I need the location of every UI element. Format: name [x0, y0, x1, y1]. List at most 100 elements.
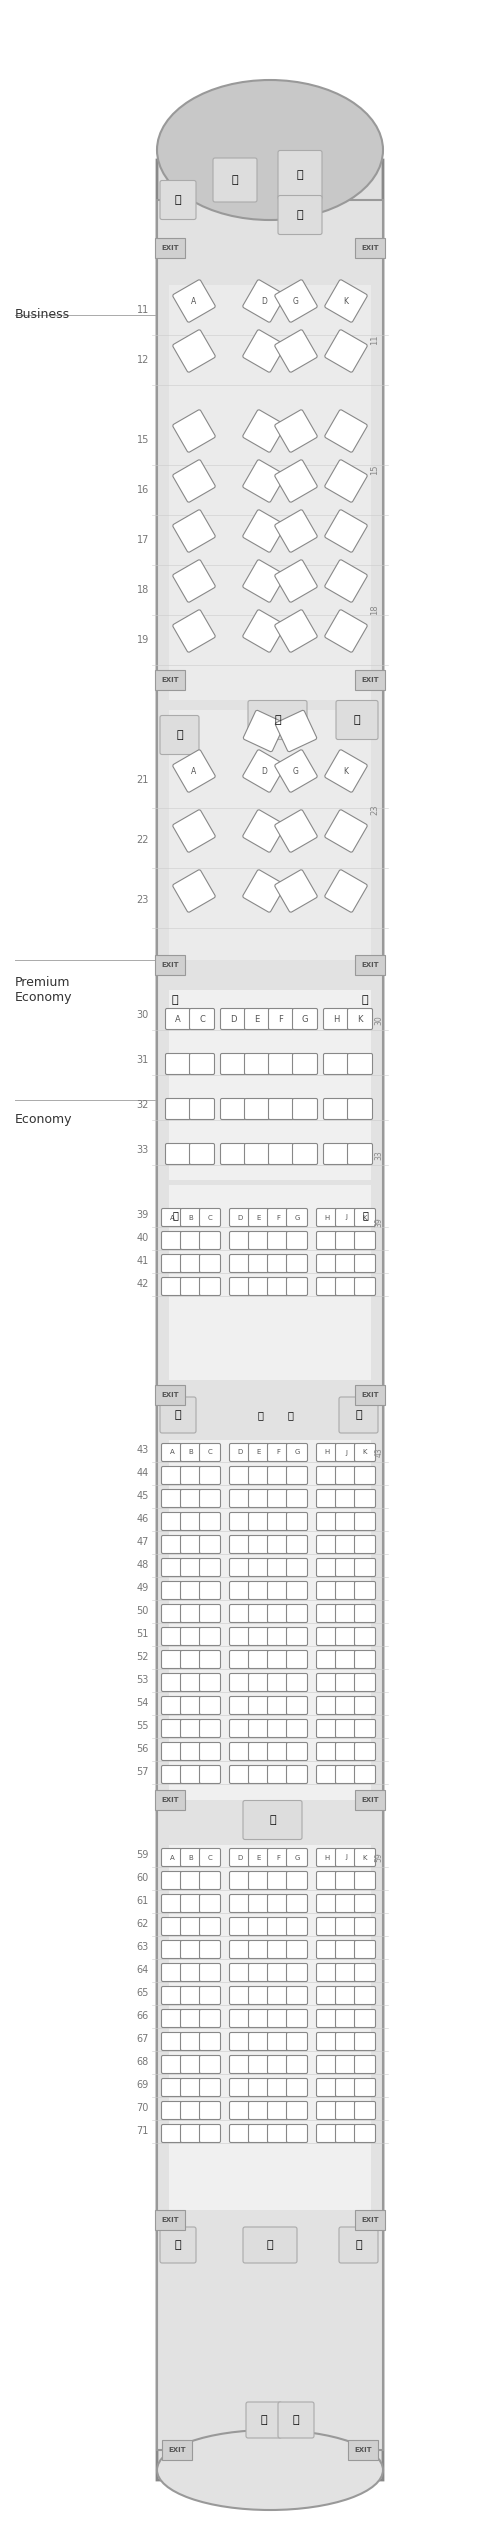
FancyBboxPatch shape	[180, 2102, 202, 2120]
FancyBboxPatch shape	[336, 1209, 356, 1226]
FancyBboxPatch shape	[268, 1963, 288, 1980]
FancyBboxPatch shape	[317, 1277, 338, 1295]
FancyBboxPatch shape	[200, 1963, 220, 1980]
FancyBboxPatch shape	[325, 279, 367, 322]
Text: 59: 59	[375, 1851, 384, 1861]
FancyBboxPatch shape	[286, 1490, 308, 1508]
FancyBboxPatch shape	[200, 1871, 220, 1889]
FancyBboxPatch shape	[275, 409, 317, 452]
Text: 64: 64	[137, 1965, 149, 1975]
FancyBboxPatch shape	[155, 1384, 185, 1404]
FancyBboxPatch shape	[317, 1940, 338, 1958]
FancyBboxPatch shape	[230, 1582, 250, 1600]
Text: 33: 33	[137, 1145, 149, 1155]
Text: A: A	[191, 767, 197, 774]
FancyBboxPatch shape	[173, 409, 215, 452]
FancyBboxPatch shape	[286, 1650, 308, 1668]
FancyBboxPatch shape	[230, 1254, 250, 1272]
FancyBboxPatch shape	[248, 1627, 270, 1645]
Text: 51: 51	[137, 1630, 149, 1640]
FancyBboxPatch shape	[243, 810, 285, 853]
FancyBboxPatch shape	[286, 1582, 308, 1600]
Text: 52: 52	[137, 1653, 149, 1663]
FancyBboxPatch shape	[354, 2057, 376, 2074]
FancyBboxPatch shape	[336, 1490, 356, 1508]
FancyBboxPatch shape	[180, 1673, 202, 1691]
FancyBboxPatch shape	[155, 239, 185, 259]
Text: A: A	[170, 1214, 175, 1221]
Text: B: B	[189, 1853, 193, 1861]
FancyBboxPatch shape	[268, 1536, 288, 1554]
FancyBboxPatch shape	[355, 2209, 385, 2229]
FancyBboxPatch shape	[162, 1490, 182, 1508]
FancyBboxPatch shape	[243, 409, 285, 452]
FancyBboxPatch shape	[286, 1254, 308, 1272]
Text: K: K	[344, 767, 349, 774]
Text: 69: 69	[137, 2079, 149, 2090]
FancyBboxPatch shape	[354, 2125, 376, 2143]
FancyBboxPatch shape	[200, 1742, 220, 1760]
FancyBboxPatch shape	[169, 1186, 371, 1381]
FancyBboxPatch shape	[243, 330, 285, 373]
FancyBboxPatch shape	[180, 1894, 202, 1912]
Text: 23: 23	[137, 896, 149, 904]
FancyBboxPatch shape	[354, 1871, 376, 1889]
FancyBboxPatch shape	[173, 609, 215, 653]
FancyBboxPatch shape	[269, 1143, 293, 1165]
FancyBboxPatch shape	[354, 2079, 376, 2097]
FancyBboxPatch shape	[162, 1673, 182, 1691]
FancyBboxPatch shape	[248, 1209, 270, 1226]
FancyBboxPatch shape	[180, 1559, 202, 1577]
Text: 42: 42	[137, 1280, 149, 1290]
Text: EXIT: EXIT	[361, 1798, 379, 1803]
FancyBboxPatch shape	[325, 871, 367, 912]
Text: Business: Business	[15, 310, 70, 322]
FancyBboxPatch shape	[317, 1254, 338, 1272]
FancyBboxPatch shape	[325, 749, 367, 792]
FancyBboxPatch shape	[200, 2008, 220, 2029]
FancyBboxPatch shape	[286, 1605, 308, 1622]
Text: C: C	[199, 1016, 205, 1023]
FancyBboxPatch shape	[180, 1209, 202, 1226]
Text: G: G	[294, 1214, 300, 1221]
FancyBboxPatch shape	[200, 1277, 220, 1295]
FancyBboxPatch shape	[155, 670, 185, 691]
FancyBboxPatch shape	[336, 2079, 356, 2097]
FancyBboxPatch shape	[336, 1536, 356, 1554]
FancyBboxPatch shape	[230, 2102, 250, 2120]
FancyBboxPatch shape	[354, 1963, 376, 1980]
FancyBboxPatch shape	[162, 1848, 182, 1866]
FancyBboxPatch shape	[248, 1673, 270, 1691]
Text: 🍽: 🍽	[297, 170, 303, 180]
FancyBboxPatch shape	[268, 1848, 288, 1866]
FancyBboxPatch shape	[354, 1445, 376, 1462]
FancyBboxPatch shape	[200, 2034, 220, 2052]
FancyBboxPatch shape	[336, 2057, 356, 2074]
Text: K: K	[363, 1450, 367, 1455]
Text: 🍽: 🍽	[297, 211, 303, 221]
FancyBboxPatch shape	[317, 1627, 338, 1645]
FancyBboxPatch shape	[268, 1559, 288, 1577]
FancyBboxPatch shape	[162, 1871, 182, 1889]
Text: 17: 17	[137, 536, 149, 546]
FancyBboxPatch shape	[173, 810, 215, 853]
FancyBboxPatch shape	[317, 2079, 338, 2097]
FancyBboxPatch shape	[269, 1054, 293, 1074]
FancyBboxPatch shape	[317, 1719, 338, 1737]
FancyBboxPatch shape	[162, 2008, 182, 2029]
FancyBboxPatch shape	[243, 460, 285, 503]
FancyBboxPatch shape	[248, 1696, 270, 1714]
FancyBboxPatch shape	[230, 1719, 250, 1737]
Text: J: J	[345, 1450, 347, 1455]
FancyBboxPatch shape	[278, 2402, 314, 2437]
FancyBboxPatch shape	[166, 1099, 190, 1120]
Text: 71: 71	[137, 2125, 149, 2135]
FancyBboxPatch shape	[275, 749, 317, 792]
FancyBboxPatch shape	[286, 1940, 308, 1958]
FancyBboxPatch shape	[230, 1445, 250, 1462]
FancyBboxPatch shape	[268, 1696, 288, 1714]
FancyBboxPatch shape	[200, 1627, 220, 1645]
FancyBboxPatch shape	[180, 1627, 202, 1645]
FancyBboxPatch shape	[173, 279, 215, 322]
FancyBboxPatch shape	[286, 1963, 308, 1980]
